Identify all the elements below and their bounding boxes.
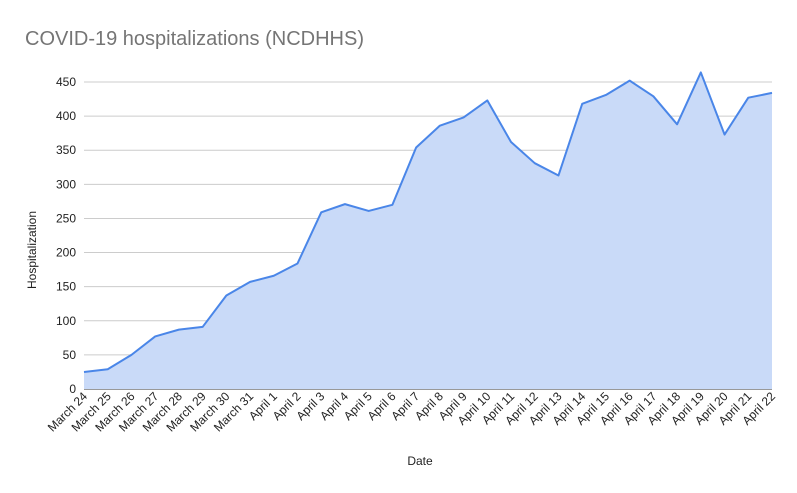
data-point bbox=[534, 162, 536, 164]
data-point bbox=[486, 99, 488, 101]
y-tick-label: 300 bbox=[56, 177, 76, 191]
series-line bbox=[83, 71, 773, 373]
y-tick-label: 350 bbox=[56, 143, 76, 157]
data-point bbox=[178, 329, 180, 331]
data-point bbox=[107, 368, 109, 370]
area-fill bbox=[84, 72, 772, 390]
chart-title: COVID-19 hospitalizations (NCDHHS) bbox=[25, 28, 364, 50]
series-area bbox=[83, 71, 773, 390]
data-point bbox=[581, 103, 583, 105]
y-tick-label: 0 bbox=[69, 382, 76, 396]
data-point bbox=[273, 275, 275, 277]
data-point bbox=[463, 116, 465, 118]
data-point bbox=[320, 211, 322, 213]
data-point bbox=[225, 295, 227, 297]
y-tick-label: 400 bbox=[56, 109, 76, 123]
y-tick-labels: 0 50 100 150 200 250 300 350 400 450 bbox=[56, 75, 76, 396]
data-point bbox=[700, 71, 702, 73]
data-point bbox=[202, 326, 204, 328]
data-point bbox=[724, 134, 726, 136]
y-tick-label: 150 bbox=[56, 280, 76, 294]
data-point bbox=[652, 95, 654, 97]
data-point bbox=[249, 281, 251, 283]
data-point bbox=[344, 203, 346, 205]
y-tick-label: 450 bbox=[56, 75, 76, 89]
data-point bbox=[747, 97, 749, 99]
data-point bbox=[771, 92, 773, 94]
data-point bbox=[154, 335, 156, 337]
data-point bbox=[629, 80, 631, 82]
data-point bbox=[439, 125, 441, 127]
data-point bbox=[83, 371, 85, 373]
x-axis-label: Date bbox=[407, 454, 433, 468]
y-tick-label: 50 bbox=[63, 348, 77, 362]
data-point bbox=[510, 141, 512, 143]
data-point bbox=[297, 262, 299, 264]
data-point bbox=[130, 354, 132, 356]
y-tick-label: 200 bbox=[56, 246, 76, 260]
data-point bbox=[676, 123, 678, 125]
y-tick-label: 250 bbox=[56, 211, 76, 225]
data-point bbox=[391, 204, 393, 206]
y-tick-label: 100 bbox=[56, 314, 76, 328]
data-point bbox=[557, 174, 559, 176]
data-point bbox=[605, 94, 607, 96]
data-point bbox=[368, 210, 370, 212]
data-point bbox=[415, 146, 417, 148]
y-axis-label: Hospitalization bbox=[25, 211, 39, 289]
